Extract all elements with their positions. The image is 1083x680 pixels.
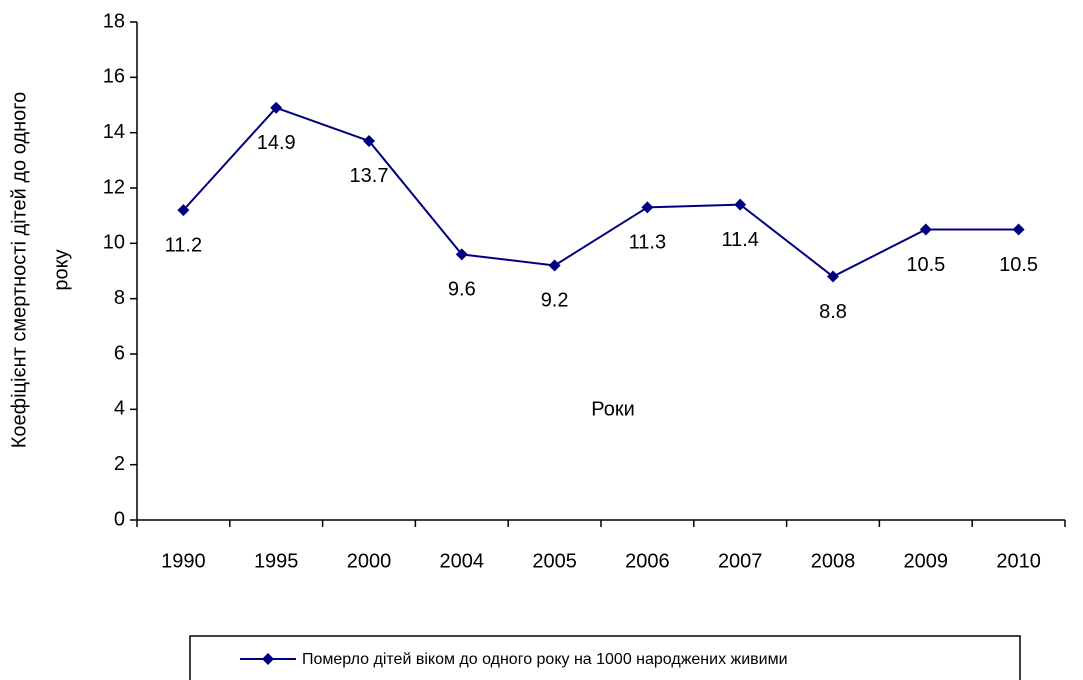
y-tick-label: 14	[103, 121, 125, 143]
data-label: 11.3	[629, 232, 666, 254]
marker	[919, 223, 932, 236]
data-label: 11.4	[721, 229, 758, 251]
y-tick-label: 6	[114, 342, 125, 364]
marker	[548, 259, 561, 272]
data-label: 14.9	[257, 132, 296, 154]
line	[182, 106, 1019, 278]
x-tick-label: 2006	[625, 550, 670, 572]
legend-label: Померло дітей віком до одного року на 10…	[302, 651, 788, 668]
y-tick-label: 12	[103, 176, 125, 198]
x-tick-label: 1995	[254, 550, 299, 572]
x-tick-label: 2009	[904, 550, 949, 572]
marker	[177, 204, 190, 217]
data-label: 10.5	[906, 254, 945, 276]
x-tick-label: 2008	[811, 550, 856, 572]
marker	[641, 201, 654, 214]
legend-marker	[262, 653, 274, 665]
x-tick-label: 2005	[532, 550, 577, 572]
x-tick-label: 2007	[718, 550, 763, 572]
y-axis-title-line: Коефіцієнт смертності дітей до одного	[8, 92, 30, 448]
marker	[827, 270, 839, 283]
data-label: 9.2	[541, 290, 569, 312]
x-tick-label: 2004	[440, 550, 485, 572]
data-label: 8.8	[819, 301, 847, 323]
y-tick-label: 0	[114, 508, 125, 530]
x-tick-label: 1990	[161, 550, 206, 572]
y-tick-label: 16	[103, 66, 125, 88]
y-tick-label: 8	[114, 287, 125, 309]
y-axis-title: Коефіцієнт смертності дітей до одного ро…	[8, 92, 72, 448]
x-tick-label: 2000	[347, 550, 392, 572]
legend-box	[189, 635, 1021, 680]
marker	[455, 248, 468, 261]
marker	[734, 198, 747, 211]
data-label: 11.2	[165, 234, 202, 256]
y-tick-label: 18	[103, 10, 125, 32]
marker	[1012, 223, 1025, 236]
marker	[363, 134, 375, 147]
y-tick-label: 10	[103, 232, 125, 254]
data-label: 13.7	[350, 165, 389, 187]
x-tick-label: 2010	[996, 550, 1041, 572]
data-label: 10.5	[999, 254, 1038, 276]
y-tick-label: 2	[114, 453, 125, 475]
data-label: 9.6	[448, 279, 476, 301]
x-axis-title: Роки	[591, 398, 635, 420]
y-tick-label: 4	[114, 398, 125, 420]
marker	[270, 101, 283, 114]
y-axis-title-line: року	[50, 249, 72, 290]
